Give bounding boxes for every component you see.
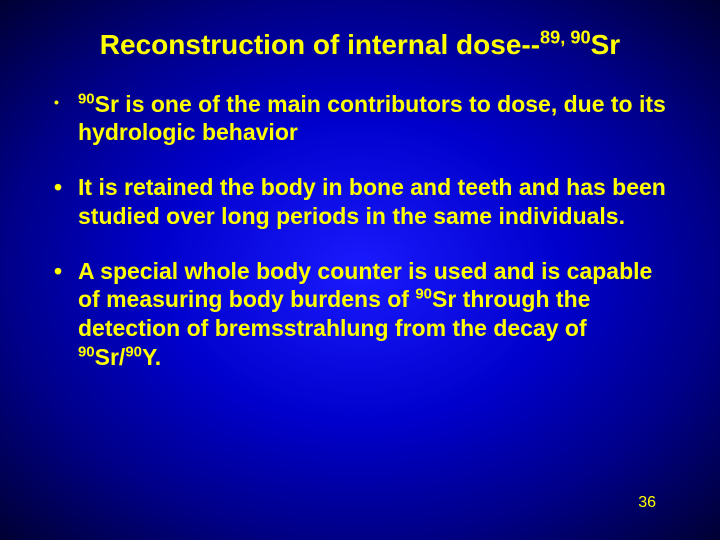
bullet-item: It is retained the body in bone and teet… bbox=[50, 173, 670, 231]
bullet-list: 90Sr is one of the main contributors to … bbox=[50, 90, 670, 372]
bullet-item: 90Sr is one of the main contributors to … bbox=[50, 90, 670, 148]
slide-container: Reconstruction of internal dose--89, 90S… bbox=[0, 0, 720, 540]
slide-title: Reconstruction of internal dose--89, 90S… bbox=[50, 28, 670, 62]
page-number: 36 bbox=[638, 494, 656, 512]
bullet-item: A special whole body counter is used and… bbox=[50, 257, 670, 372]
